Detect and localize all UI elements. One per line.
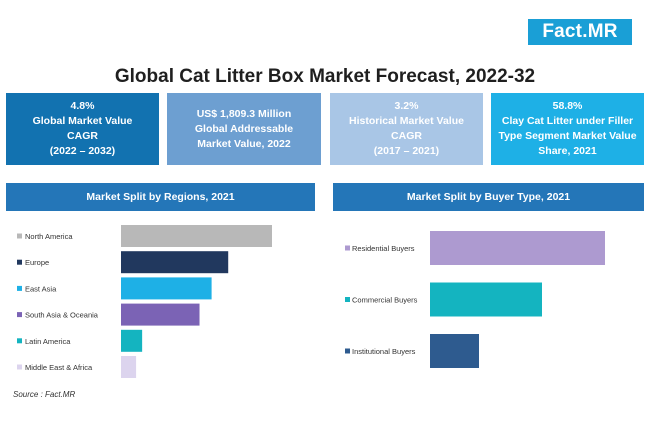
kpi-text-line: Global Market Value: [32, 115, 133, 127]
kpi-text-line: 58.8%: [552, 100, 583, 112]
legend-marker: [17, 259, 22, 265]
region-bar: [121, 251, 229, 274]
kpi-text-line: (2022 – 2032): [49, 145, 116, 157]
category-label: North America: [25, 232, 73, 241]
legend-marker: [345, 297, 350, 302]
category-label: Institutional Buyers: [352, 347, 416, 356]
buyer-type-bar: [430, 334, 479, 368]
kpi-text-line: Historical Market Value: [349, 115, 464, 127]
kpi-text-line: Clay Cat Litter under Filler: [501, 115, 634, 127]
legend-marker: [345, 245, 350, 251]
region-bar: [121, 277, 212, 300]
buyer-type-bar: [430, 231, 605, 265]
region-bar: [121, 329, 143, 352]
legend-marker: [17, 285, 22, 291]
category-label: South Asia & Oceania: [25, 311, 99, 320]
kpi-text-line: CAGR: [391, 130, 422, 142]
region-bar: [121, 356, 137, 378]
kpi-box-1: 4.8% Global Market Value CAGR (2022 – 2032): [6, 93, 159, 165]
category-label: Commercial Buyers: [352, 296, 418, 305]
legend-marker: [17, 233, 22, 239]
category-label: Middle East & Africa: [25, 363, 93, 372]
legend-marker: [17, 338, 22, 344]
region-bar: [121, 225, 272, 247]
kpi-text-line: Market Value, 2022: [197, 137, 291, 150]
region-bar: [121, 303, 200, 326]
legend-marker: [17, 364, 22, 370]
legend-marker: [17, 312, 22, 318]
source-note: Source : Fact.MR: [13, 390, 76, 399]
fact-mr-logo: Fact.MR: [528, 19, 632, 45]
category-label: East Asia: [25, 284, 57, 293]
category-label: Europe: [25, 258, 49, 267]
kpi-text-line: Type Segment Market Value: [498, 130, 637, 142]
legend-marker: [345, 348, 350, 354]
kpi-text-line: Share, 2021: [538, 145, 597, 157]
kpi-text-line: (2017 – 2021): [373, 145, 440, 157]
kpi-box-2: US$ 1,809.3 Million Global Addressable Mar…: [167, 93, 321, 165]
kpi-text-line: 3.2%: [394, 100, 419, 112]
kpi-box-3: 3.2% Historical Market Value CAGR (2017 – 2…: [330, 93, 483, 165]
category-label: Residential Buyers: [352, 244, 415, 253]
regions-panel-header: Market Split by Regions, 2021: [6, 183, 315, 211]
kpi-text-line: 4.8%: [70, 100, 95, 112]
kpi-text-line: Global Addressable: [194, 122, 294, 135]
kpi-text-line: US$ 1,809.3 Million: [196, 107, 292, 120]
buyer-type-bar: [430, 282, 542, 317]
page-title: Global Cat Litter Box Market Forecast, 2…: [114, 66, 536, 87]
buyer-type-panel-header: Market Split by Buyer Type, 2021: [333, 183, 644, 211]
kpi-box-4: 58.8% Clay Cat Litter under Filler Type Se…: [491, 93, 644, 165]
kpi-text-line: CAGR: [67, 130, 98, 142]
category-label: Latin America: [25, 337, 71, 346]
